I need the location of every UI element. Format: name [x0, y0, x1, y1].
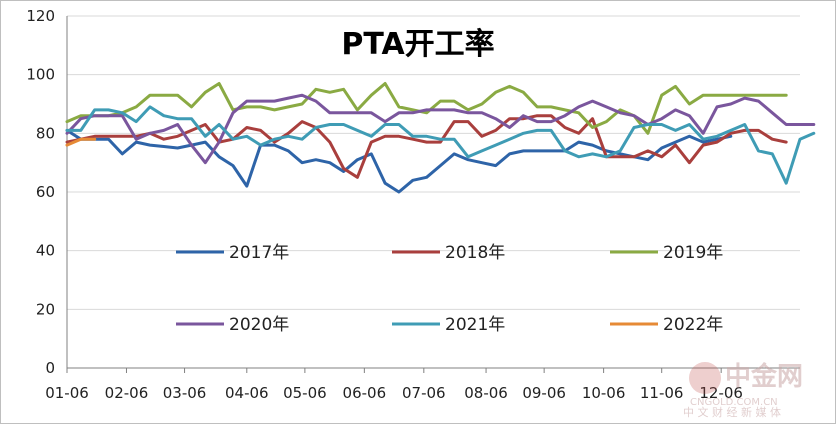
x-tick-label: 08-06 [464, 384, 508, 402]
y-tick-label: 40 [36, 242, 55, 260]
y-tick-label: 80 [36, 124, 55, 142]
legend: 2017年 2018年 2019年 2020年 2021年 2022年 [176, 243, 723, 335]
axes: 0 20 40 60 80 100 120 01-06 02-06 03-06 04-06 05-06… [26, 7, 800, 402]
series-line [65, 93, 816, 165]
watermark: 中金网 CNGOLD.COM.CN 中 文 财 经 新 媒 体 [683, 361, 803, 419]
watermark-brand: 中金网 [725, 361, 803, 392]
x-tick-label: 04-06 [225, 384, 269, 402]
x-tick-label: 07-06 [402, 384, 446, 402]
legend-label: 2018年 [445, 243, 505, 263]
watermark-url: CNGOLD.COM.CN [690, 397, 778, 408]
x-tick-label: 09-06 [522, 384, 566, 402]
x-tick-label: 01-06 [45, 384, 89, 402]
x-tick-label: 11-06 [640, 384, 684, 402]
legend-label: 2020年 [229, 315, 289, 335]
series-line [65, 137, 97, 147]
watermark-logo-icon [689, 362, 721, 394]
legend-label: 2021年 [445, 315, 505, 335]
series-line [65, 128, 733, 194]
x-tick-label: 10-06 [582, 384, 626, 402]
x-tick-label: 03-06 [163, 384, 207, 402]
legend-label: 2019年 [663, 243, 723, 263]
series-line [65, 82, 788, 135]
y-tick-label: 60 [36, 183, 55, 201]
series-lines [65, 82, 816, 194]
y-tick-label: 20 [36, 300, 55, 318]
x-tick-label: 05-06 [283, 384, 327, 402]
x-tick-label: 06-06 [343, 384, 387, 402]
y-tick-label: 0 [45, 359, 55, 377]
series-line [65, 114, 788, 179]
y-tick-label: 100 [26, 66, 55, 84]
x-tick-label: 02-06 [105, 384, 149, 402]
y-tick-label: 120 [26, 7, 55, 25]
series-line [65, 105, 816, 185]
chart-title: PTA开工率 [341, 27, 494, 62]
legend-label: 2017年 [229, 243, 289, 263]
legend-label: 2022年 [663, 315, 723, 335]
watermark-tagline: 中 文 财 经 新 媒 体 [683, 405, 781, 419]
x-tick-label: 12-06 [699, 384, 743, 402]
